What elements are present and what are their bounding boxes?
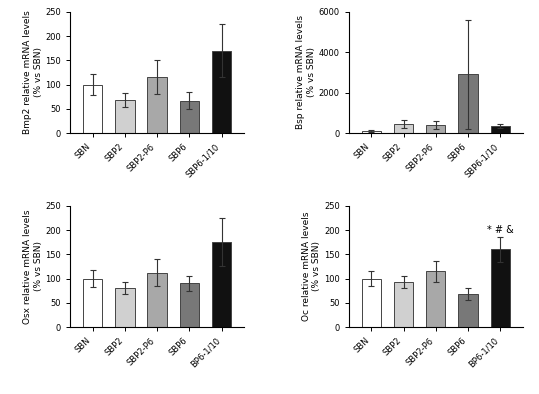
Bar: [394, 282, 413, 327]
Bar: [426, 271, 445, 327]
Bar: [83, 85, 102, 133]
Y-axis label: Osx relative mRNA levels
(% vs SBN): Osx relative mRNA levels (% vs SBN): [23, 209, 43, 323]
Y-axis label: Bsp relative mRNA levels
(% vs SBN): Bsp relative mRNA levels (% vs SBN): [296, 15, 316, 130]
Bar: [490, 126, 510, 133]
Bar: [362, 131, 381, 133]
Bar: [362, 279, 381, 327]
Bar: [458, 294, 478, 327]
Bar: [115, 288, 135, 327]
Bar: [458, 74, 478, 133]
Text: * # &: * # &: [487, 225, 514, 235]
Bar: [148, 273, 167, 327]
Bar: [179, 283, 199, 327]
Bar: [394, 125, 413, 133]
Y-axis label: Oc relative mRNA levels
(% vs SBN): Oc relative mRNA levels (% vs SBN): [302, 212, 321, 321]
Bar: [490, 249, 510, 327]
Bar: [115, 100, 135, 133]
Bar: [426, 125, 445, 133]
Bar: [212, 50, 231, 133]
Bar: [212, 242, 231, 327]
Y-axis label: Bmp2 relative mRNA levels
(% vs SBN): Bmp2 relative mRNA levels (% vs SBN): [23, 11, 43, 134]
Bar: [179, 100, 199, 133]
Bar: [83, 279, 102, 327]
Bar: [148, 77, 167, 133]
